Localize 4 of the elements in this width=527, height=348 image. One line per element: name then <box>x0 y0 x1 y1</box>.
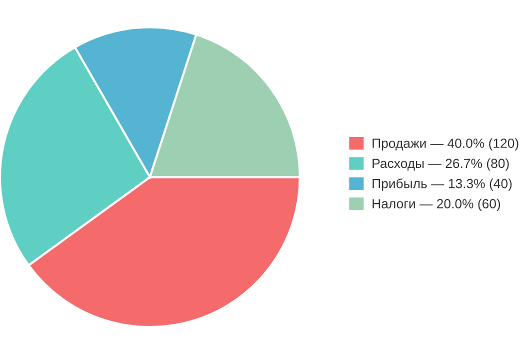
legend-label: Расходы — 26.7% (80) <box>372 158 509 171</box>
legend-label: Налоги — 20.0% (60) <box>372 198 500 212</box>
legend-label: Продажи — 40.0% (120) <box>372 138 518 151</box>
legend-label: Прибыль — 13.3% (40) <box>372 178 512 191</box>
